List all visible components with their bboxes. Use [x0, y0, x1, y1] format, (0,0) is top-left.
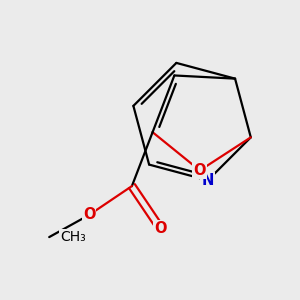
- Text: CH₃: CH₃: [60, 230, 86, 244]
- Text: N: N: [202, 173, 214, 188]
- Text: O: O: [194, 163, 206, 178]
- Text: O: O: [154, 221, 167, 236]
- Text: O: O: [83, 208, 95, 223]
